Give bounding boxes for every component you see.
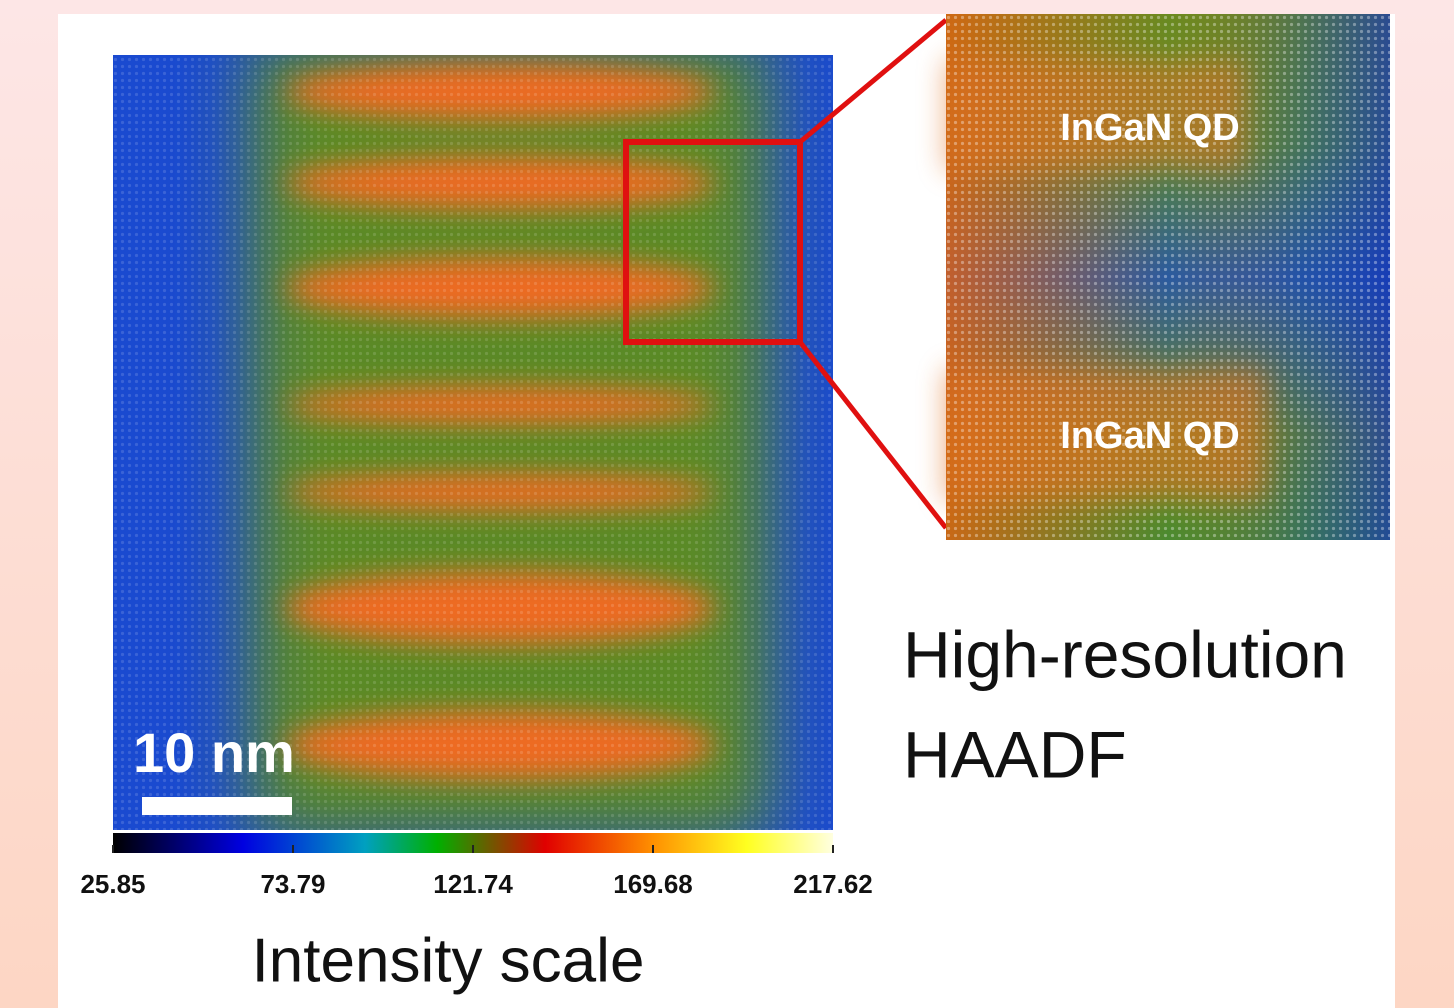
- colorbar-tick-label: 121.74: [433, 869, 513, 899]
- colorbar-tick-label: 73.79: [260, 869, 325, 899]
- inset-image: [946, 14, 1390, 540]
- colorbar-label: Intensity scale: [252, 926, 645, 995]
- zoom-line: [798, 18, 948, 144]
- caption-line: High-resolution: [903, 617, 1347, 691]
- haadf-image: [113, 55, 833, 830]
- colorbar-tick-label: 169.68: [613, 869, 693, 899]
- inset-label: InGaN QD: [1060, 107, 1239, 149]
- zoom-line: [798, 340, 948, 530]
- colorbar-tick-label: 217.62: [793, 869, 873, 899]
- colorbar-ticks: 25.85 73.79 121.74 169.68 217.62: [80, 845, 873, 899]
- zoom-box: [623, 139, 803, 345]
- colorbar-tick-label: 25.85: [80, 869, 145, 899]
- scale-bar-label: 10 nm: [133, 721, 295, 784]
- scale-bar: [142, 797, 292, 815]
- inset-label: InGaN QD: [1060, 415, 1239, 457]
- caption-line: HAADF: [903, 717, 1127, 791]
